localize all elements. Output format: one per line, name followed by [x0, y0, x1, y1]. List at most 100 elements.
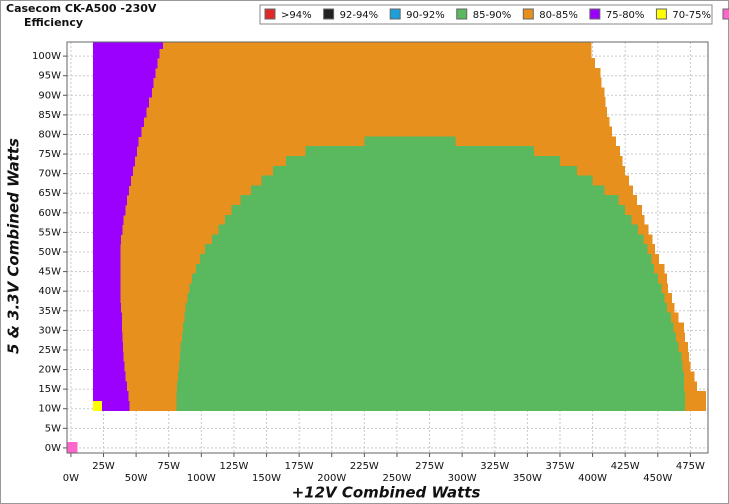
region-cell	[93, 391, 129, 402]
region-cell	[177, 381, 684, 392]
region-cell	[93, 371, 126, 382]
y-tick-label: 80W	[38, 129, 61, 140]
region-cell	[176, 400, 686, 412]
x-tick-label: 100W	[187, 473, 216, 484]
y-tick-label: 65W	[38, 188, 61, 199]
region-cell	[205, 244, 648, 255]
region-cell	[177, 371, 684, 382]
legend-label: 85-90%	[473, 10, 512, 21]
y-tick-label: 45W	[38, 267, 61, 278]
region-cell	[180, 342, 679, 353]
region-cell	[211, 234, 644, 245]
region-cell	[93, 293, 121, 304]
region-cell	[162, 42, 592, 49]
region-cell	[184, 312, 671, 324]
y-tick-label: 20W	[38, 365, 61, 376]
x-tick-label: 150W	[252, 473, 281, 484]
legend-swatch	[323, 8, 335, 20]
y-tick-label: 25W	[38, 345, 61, 356]
region-cell	[93, 116, 144, 128]
y-tick-label: 5W	[45, 423, 61, 434]
region-cell	[179, 351, 682, 363]
region-cell	[250, 185, 605, 196]
region-cell	[189, 283, 662, 294]
region-cell	[185, 302, 667, 314]
region-cell	[192, 273, 658, 284]
legend-swatch	[722, 8, 729, 20]
y-tick-label: 85W	[38, 110, 61, 121]
region-cell	[93, 126, 142, 137]
region-cell	[183, 322, 674, 333]
region-cell	[240, 195, 619, 206]
region-cell	[141, 126, 613, 137]
region-cell	[196, 263, 654, 275]
legend-swatch	[389, 8, 401, 20]
region-cell	[261, 175, 593, 186]
y-tick-label: 10W	[38, 404, 61, 415]
region-cell	[93, 87, 152, 98]
legend-label: 92-94%	[340, 10, 379, 21]
y-tick-label: 60W	[38, 208, 61, 219]
region-cell	[93, 234, 122, 245]
region-cell	[93, 244, 121, 255]
x-tick-label: 325W	[480, 461, 509, 472]
legend-swatch	[655, 8, 667, 20]
y-axis-title: 5 & 3.3V Combined Watts	[5, 138, 23, 354]
region-cell	[93, 351, 124, 363]
x-tick-label: 350W	[513, 473, 542, 484]
y-tick-label: 0W	[45, 443, 61, 454]
region-cell	[273, 165, 577, 177]
region-cell	[93, 48, 160, 59]
legend-label: >94%	[281, 10, 312, 21]
region-cell	[224, 214, 632, 226]
y-tick-label: 40W	[38, 286, 61, 297]
region-cell	[153, 77, 602, 88]
x-tick-label: 0W	[63, 473, 79, 484]
region-cell	[149, 97, 606, 108]
region-cell	[93, 204, 126, 216]
region-cell	[364, 136, 456, 147]
region-cell	[93, 58, 158, 69]
x-tick-label: 475W	[676, 461, 705, 472]
region-cell	[187, 293, 665, 304]
region-cell	[93, 283, 121, 294]
region-cell	[93, 400, 103, 412]
plot-frame	[66, 41, 709, 454]
region-cell	[151, 87, 605, 98]
region-cell	[93, 175, 131, 186]
region-cell	[93, 42, 163, 49]
y-tick-label: 15W	[38, 384, 61, 395]
region-cell	[146, 107, 607, 118]
y-tick-label: 100W	[32, 51, 61, 62]
region-cell	[286, 156, 560, 167]
legend-label: 70-75%	[672, 10, 711, 21]
region-cell	[93, 332, 123, 343]
region-cell	[93, 97, 150, 108]
chart-title: Casecom CK-A500 -230V	[6, 2, 157, 15]
region-cell	[93, 342, 124, 353]
region-cell	[93, 195, 127, 206]
x-tick-label: 450W	[643, 473, 672, 484]
x-tick-label: 225W	[350, 461, 379, 472]
y-tick-label: 50W	[38, 247, 61, 258]
x-tick-label: 275W	[415, 461, 444, 472]
region-cell	[93, 361, 125, 373]
y-tick-label: 75W	[38, 149, 61, 160]
region-cell	[93, 185, 129, 196]
x-tick-label: 425W	[611, 461, 640, 472]
region-cell	[93, 165, 133, 177]
y-tick-label: 95W	[38, 71, 61, 82]
legend-swatch	[456, 8, 468, 20]
x-tick-label: 75W	[157, 461, 180, 472]
y-tick-label: 35W	[38, 306, 61, 317]
x-tick-label: 25W	[92, 461, 115, 472]
region-cell	[157, 58, 596, 69]
region-cell	[93, 67, 156, 79]
region-cell	[159, 48, 592, 59]
y-tick-label: 30W	[38, 325, 61, 336]
region-cell	[93, 312, 122, 324]
region-cell	[93, 107, 147, 118]
x-tick-label: 50W	[125, 473, 148, 484]
region-cell	[181, 332, 677, 343]
